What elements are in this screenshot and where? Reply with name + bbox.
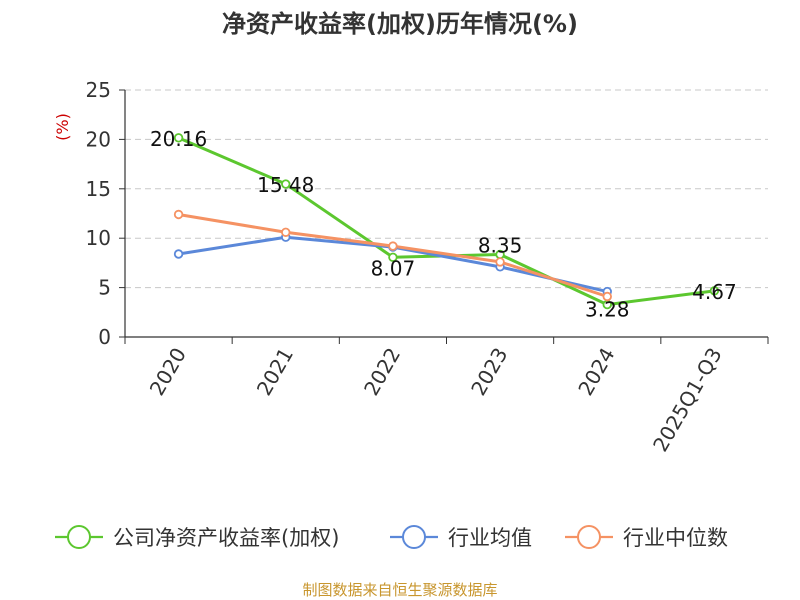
series-line bbox=[177, 136, 715, 307]
legend-item[interactable]: 行业均值 bbox=[390, 525, 532, 550]
source-note: 制图数据来自恒生聚源数据库 bbox=[302, 581, 497, 599]
data-point bbox=[173, 249, 184, 259]
data-label: 3.28 bbox=[585, 298, 630, 322]
y-tick-label: 25 bbox=[86, 78, 111, 102]
x-tick-label: 2024 bbox=[573, 344, 619, 400]
data-label: 8.35 bbox=[478, 234, 523, 258]
data-label: 4.67 bbox=[692, 280, 737, 304]
grid bbox=[125, 89, 768, 289]
y-axis-unit: (%) bbox=[53, 113, 72, 141]
data-point bbox=[173, 133, 184, 143]
x-ticks: 2020 2021 2022 2023 2024 2025Q1-Q3 bbox=[124, 337, 769, 456]
data-point bbox=[173, 209, 184, 220]
data-point bbox=[281, 179, 291, 189]
y-ticks: 0 5 10 15 20 25 bbox=[86, 78, 125, 349]
y-tick-label: 20 bbox=[86, 127, 111, 151]
data-point bbox=[602, 291, 612, 302]
legend-marker bbox=[577, 525, 601, 549]
x-tick-label: 2020 bbox=[145, 344, 191, 400]
data-label: 15.48 bbox=[257, 173, 314, 197]
data-point bbox=[281, 227, 291, 237]
legend-label: 行业中位数 bbox=[623, 526, 728, 550]
data-point bbox=[388, 252, 398, 262]
y-tick-label: 0 bbox=[98, 325, 111, 349]
axes bbox=[124, 90, 768, 338]
data-labels: 20.16 15.48 8.07 8.35 3.28 4.67 bbox=[150, 127, 737, 322]
legend-label: 公司净资产收益率(加权) bbox=[113, 526, 339, 550]
x-tick-label: 2021 bbox=[252, 344, 298, 400]
data-point bbox=[388, 241, 398, 251]
series bbox=[173, 133, 720, 310]
y-tick-label: 5 bbox=[98, 276, 111, 300]
legend-item[interactable]: 行业中位数 bbox=[565, 525, 728, 550]
legend-marker bbox=[67, 525, 91, 549]
legend-label: 行业均值 bbox=[448, 526, 532, 550]
x-tick-label: 2022 bbox=[359, 344, 405, 400]
y-tick-label: 15 bbox=[86, 177, 111, 201]
data-point bbox=[495, 257, 505, 267]
data-label: 20.16 bbox=[150, 127, 207, 151]
y-tick-label: 10 bbox=[86, 226, 111, 250]
legend-marker bbox=[402, 525, 426, 549]
legend-item[interactable]: 公司净资产收益率(加权) bbox=[55, 525, 339, 550]
data-point bbox=[709, 286, 720, 296]
legend: 公司净资产收益率(加权) 行业均值 行业中位数 bbox=[55, 525, 728, 550]
x-tick-label: 2023 bbox=[466, 344, 512, 400]
x-tick-label: 2025Q1-Q3 bbox=[648, 344, 727, 456]
chart-title: 净资产收益率(加权)历年情况(%) bbox=[222, 10, 578, 38]
data-label: 8.07 bbox=[371, 256, 416, 280]
